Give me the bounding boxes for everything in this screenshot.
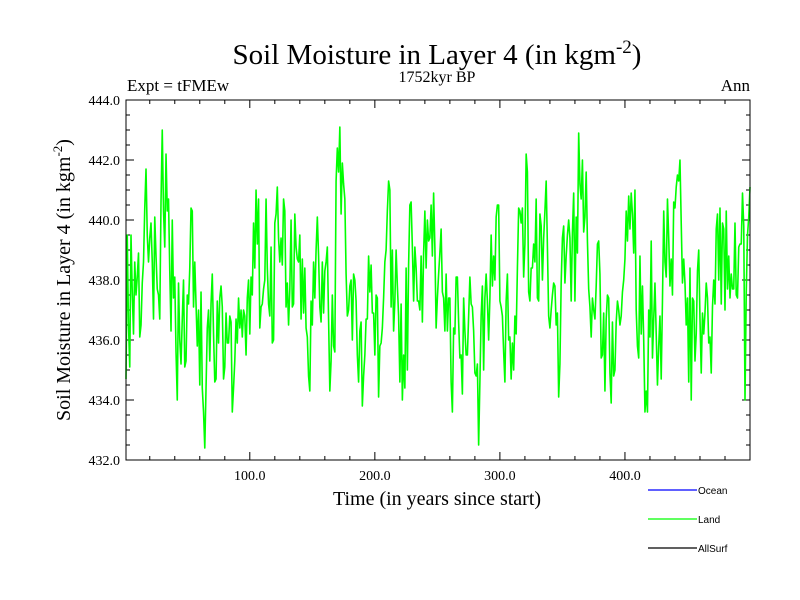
- y-tick-label: 438.0: [89, 274, 121, 289]
- legend-label-ocean: Ocean: [698, 486, 727, 497]
- y-tick-label: 436.0: [89, 334, 121, 349]
- plot-frame: [125, 99, 751, 461]
- chart-title: Soil Moisture in Layer 4 (in kgm-2): [233, 37, 642, 71]
- x-tick-label: 400.0: [609, 469, 641, 484]
- series-line-land: [125, 126, 751, 449]
- y-axis-title: Soil Moisture in Layer 4 (in kgm-2): [50, 139, 75, 421]
- x-tick-label: 300.0: [484, 469, 516, 484]
- y-tick-label: 444.0: [89, 94, 121, 109]
- season-label: Ann: [721, 76, 751, 95]
- y-tick-label: 434.0: [89, 394, 121, 409]
- legend-label-allsurf: AllSurf: [698, 544, 728, 555]
- x-axis-title: Time (in years since start): [333, 488, 541, 510]
- x-tick-label: 100.0: [234, 469, 266, 484]
- legend-label-land: Land: [698, 515, 720, 526]
- y-tick-label: 442.0: [89, 154, 121, 169]
- y-tick-label: 432.0: [89, 454, 121, 469]
- x-tick-label: 200.0: [359, 469, 391, 484]
- y-tick-label: 440.0: [89, 214, 121, 229]
- chart-subtitle: 1752kyr BP: [399, 69, 476, 86]
- experiment-label: Expt = tFMEw: [127, 76, 230, 95]
